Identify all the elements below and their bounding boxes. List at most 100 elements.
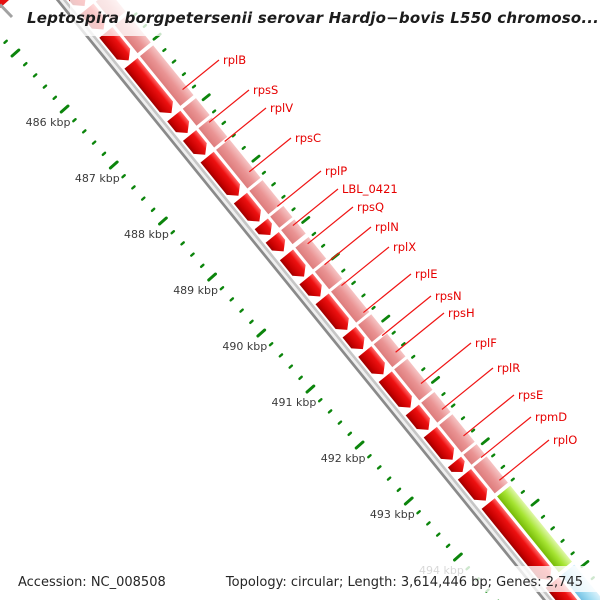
orf-tick — [371, 305, 376, 310]
orf-tick — [181, 72, 187, 77]
ruler-major-tick — [108, 160, 119, 170]
orf-tick — [470, 428, 476, 433]
orf-tick — [570, 551, 575, 556]
orf-tick — [421, 367, 426, 372]
orf-tick — [191, 84, 197, 89]
orf-tick — [431, 376, 441, 384]
gene-arrow-rpsH[interactable] — [358, 346, 390, 380]
gene-arrow-rpsS[interactable] — [167, 110, 194, 139]
gene-label-line-rplF — [420, 342, 472, 385]
gene-arrow-rpsQ[interactable] — [265, 232, 291, 257]
gene-arrow-rplE[interactable] — [315, 293, 354, 336]
gene-arrow-rplF[interactable] — [378, 371, 417, 413]
gene-label-rplF[interactable]: rplF — [475, 336, 497, 350]
orf-tick — [540, 514, 546, 519]
gene-label-LBL_0421[interactable]: LBL_0421 — [342, 182, 398, 196]
gene-arrow-rpmD[interactable] — [447, 456, 469, 478]
gene-segment-rplV[interactable] — [198, 117, 228, 148]
gene-segment-rpsN[interactable] — [358, 314, 386, 342]
gene-label-line-rplN — [324, 226, 372, 266]
ruler-label-491: 491 kbp — [272, 396, 317, 409]
gene-segment-rplP[interactable] — [249, 180, 282, 215]
ruler-major-tick — [403, 496, 414, 506]
gene-label-rplB[interactable]: rplB — [223, 53, 246, 67]
gene-label-rplV[interactable]: rplV — [270, 101, 293, 115]
gene-arrow-rplN[interactable] — [279, 249, 311, 282]
gene-arrow-rpsC[interactable] — [200, 151, 246, 201]
orf-tick — [480, 437, 490, 446]
gene-label-rplX[interactable]: rplX — [393, 240, 416, 254]
gene-label-rpsN[interactable]: rpsN — [435, 289, 462, 303]
gene-arrow-rpsE[interactable] — [423, 426, 460, 465]
ruler-minor-tick — [249, 319, 254, 324]
gene-label-rpsC[interactable]: rpsC — [295, 131, 321, 145]
orf-tick — [251, 154, 261, 163]
gene-label-rplO[interactable]: rplO — [553, 433, 577, 447]
gene-label-line-rpsH — [395, 312, 445, 353]
ruler-minor-tick — [180, 241, 185, 246]
gene-segment-rpmD[interactable] — [463, 444, 485, 465]
gene-label-line-rplP — [276, 170, 322, 207]
ruler-major-tick — [256, 328, 267, 338]
ruler-label-493: 493 kbp — [370, 508, 415, 521]
ruler-minor-tick — [131, 185, 136, 190]
gene-segment-LBL_0421[interactable] — [270, 205, 293, 228]
gene-segment-rpsQ[interactable] — [281, 219, 306, 245]
gene-arrow-rplV[interactable] — [182, 130, 212, 160]
orf-tick — [411, 354, 416, 359]
gene-segment-rplO[interactable] — [473, 456, 508, 494]
gene-arrow-rplR[interactable] — [405, 404, 435, 436]
gene-arrow-rplO[interactable] — [457, 468, 493, 506]
gene-label-rpmD[interactable]: rpmD — [535, 410, 567, 424]
gene-label-rplN[interactable]: rplN — [375, 220, 399, 234]
ruler-minor-tick — [121, 174, 126, 179]
ruler-minor-tick — [72, 118, 77, 123]
gene-segment-rplX[interactable] — [314, 261, 343, 290]
ruler-minor-tick — [91, 140, 97, 145]
gene-segment-rplR[interactable] — [421, 392, 451, 423]
gene-arrow-rplB[interactable] — [124, 57, 178, 118]
gene-label-line-rplV — [224, 107, 267, 142]
ruler-label-488: 488 kbp — [124, 228, 169, 241]
gene-label-rpsS[interactable]: rpsS — [253, 83, 278, 97]
gene-label-rplE[interactable]: rplE — [415, 267, 438, 281]
ruler-minor-tick — [42, 84, 48, 89]
gene-segment-ring — [95, 0, 600, 600]
ruler-major-tick — [59, 104, 70, 114]
orf-tick — [361, 293, 366, 298]
gene-segment-rpsH[interactable] — [373, 333, 406, 368]
gene-arrow-gene[interactable] — [481, 498, 557, 585]
gene-label-rpsQ[interactable]: rpsQ — [357, 200, 384, 214]
ruler-minor-tick — [52, 95, 58, 100]
orf-tick — [221, 120, 227, 126]
gene-label-line-rpsN — [381, 295, 432, 337]
gene-segment-rplF[interactable] — [394, 358, 433, 401]
gene-segment-rpsE[interactable] — [439, 414, 475, 453]
gene-segment-rpsC[interactable] — [216, 139, 261, 189]
gene-segment-rplB[interactable] — [139, 45, 194, 106]
orf-tick — [450, 403, 456, 408]
gene-label-line-LBL_0421 — [292, 188, 339, 227]
gene-arrow-rplX[interactable] — [299, 273, 326, 302]
gene-arrow-rpsN[interactable] — [342, 326, 370, 355]
gene-label-line-rplO — [499, 439, 550, 481]
ruler-minor-tick — [229, 297, 235, 302]
gene-arrow-rplP[interactable] — [233, 192, 266, 227]
ruler-minor-tick — [190, 252, 195, 257]
gene-segment-rplN[interactable] — [295, 236, 327, 270]
gene-label-line-rplB — [182, 59, 220, 91]
gene-segment-rplE[interactable] — [331, 280, 370, 323]
gene-label-rplP[interactable]: rplP — [325, 164, 347, 178]
gene-label-line-rpsC — [248, 137, 292, 173]
gene-label-line-rpmD — [480, 416, 532, 459]
gene-segment-rpsS[interactable] — [182, 98, 210, 126]
gene-label-rpsH[interactable]: rpsH — [448, 306, 475, 320]
gene-label-rplR[interactable]: rplR — [497, 361, 520, 375]
gene-label-rpsE[interactable]: rpsE — [518, 388, 543, 402]
ruler-minor-tick — [426, 521, 431, 526]
gene-arrow-LBL_0421[interactable] — [254, 218, 277, 240]
ruler-minor-tick — [445, 543, 451, 549]
gene-label-lines — [182, 59, 550, 481]
gene-segment-gene[interactable] — [497, 485, 572, 573]
